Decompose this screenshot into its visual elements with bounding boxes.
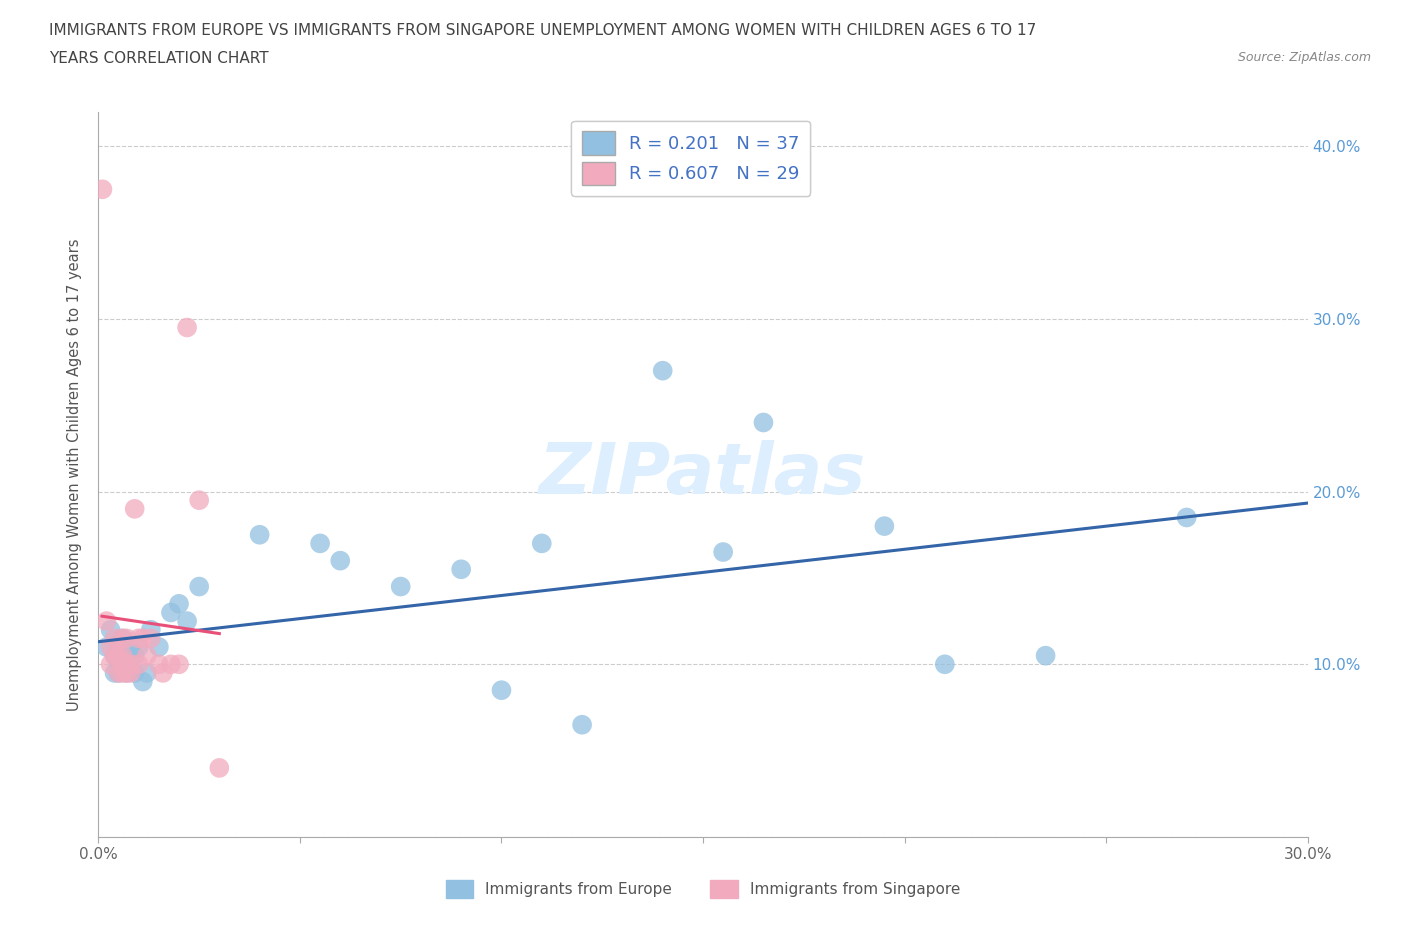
Point bbox=[139, 631, 162, 645]
Point bbox=[115, 666, 138, 681]
Point bbox=[107, 666, 129, 681]
Point bbox=[752, 415, 775, 430]
Point bbox=[167, 657, 190, 671]
Point bbox=[135, 648, 157, 663]
Point bbox=[107, 657, 129, 671]
Point bbox=[107, 648, 129, 663]
Point bbox=[188, 579, 211, 594]
Point bbox=[107, 640, 129, 655]
Point bbox=[100, 622, 122, 637]
Text: Source: ZipAtlas.com: Source: ZipAtlas.com bbox=[1237, 51, 1371, 64]
Point bbox=[115, 657, 138, 671]
Point bbox=[176, 614, 198, 629]
Point bbox=[128, 640, 150, 655]
Legend: Immigrants from Europe, Immigrants from Singapore: Immigrants from Europe, Immigrants from … bbox=[440, 874, 966, 904]
Point bbox=[160, 605, 183, 620]
Point bbox=[124, 501, 146, 516]
Point bbox=[188, 493, 211, 508]
Point bbox=[132, 631, 155, 645]
Point bbox=[329, 553, 352, 568]
Point bbox=[96, 614, 118, 629]
Point bbox=[148, 657, 170, 671]
Point bbox=[100, 657, 122, 671]
Point bbox=[103, 648, 125, 663]
Point bbox=[120, 666, 142, 681]
Point bbox=[111, 631, 134, 645]
Point bbox=[873, 519, 896, 534]
Point bbox=[96, 640, 118, 655]
Point bbox=[450, 562, 472, 577]
Point bbox=[100, 640, 122, 655]
Point bbox=[711, 545, 734, 560]
Point bbox=[148, 640, 170, 655]
Text: YEARS CORRELATION CHART: YEARS CORRELATION CHART bbox=[49, 51, 269, 66]
Point bbox=[309, 536, 332, 551]
Legend: R = 0.201   N = 37, R = 0.607   N = 29: R = 0.201 N = 37, R = 0.607 N = 29 bbox=[571, 121, 810, 196]
Text: IMMIGRANTS FROM EUROPE VS IMMIGRANTS FROM SINGAPORE UNEMPLOYMENT AMONG WOMEN WIT: IMMIGRANTS FROM EUROPE VS IMMIGRANTS FRO… bbox=[49, 23, 1036, 38]
Point bbox=[208, 761, 231, 776]
Point bbox=[135, 666, 157, 681]
Point bbox=[128, 631, 150, 645]
Point bbox=[651, 364, 673, 379]
Point bbox=[249, 527, 271, 542]
Point bbox=[160, 657, 183, 671]
Point bbox=[132, 674, 155, 689]
Point bbox=[115, 666, 138, 681]
Point bbox=[120, 657, 142, 671]
Point bbox=[128, 657, 150, 671]
Y-axis label: Unemployment Among Women with Children Ages 6 to 17 years: Unemployment Among Women with Children A… bbox=[67, 238, 83, 711]
Point bbox=[124, 666, 146, 681]
Text: ZIPatlas: ZIPatlas bbox=[540, 440, 866, 509]
Point bbox=[111, 648, 134, 663]
Point bbox=[176, 320, 198, 335]
Point bbox=[103, 631, 125, 645]
Point bbox=[91, 182, 114, 197]
Point bbox=[389, 579, 412, 594]
Point bbox=[167, 596, 190, 611]
Point bbox=[111, 666, 134, 681]
Point bbox=[139, 622, 162, 637]
Point bbox=[115, 657, 138, 671]
Point bbox=[491, 683, 513, 698]
Point bbox=[934, 657, 956, 671]
Point bbox=[1035, 648, 1057, 663]
Point bbox=[152, 666, 174, 681]
Point bbox=[103, 648, 125, 663]
Point bbox=[115, 631, 138, 645]
Point bbox=[120, 643, 142, 658]
Point bbox=[571, 717, 593, 732]
Point bbox=[103, 666, 125, 681]
Point bbox=[530, 536, 553, 551]
Point bbox=[1175, 510, 1198, 525]
Point bbox=[124, 648, 146, 663]
Point bbox=[111, 631, 134, 645]
Point bbox=[107, 666, 129, 681]
